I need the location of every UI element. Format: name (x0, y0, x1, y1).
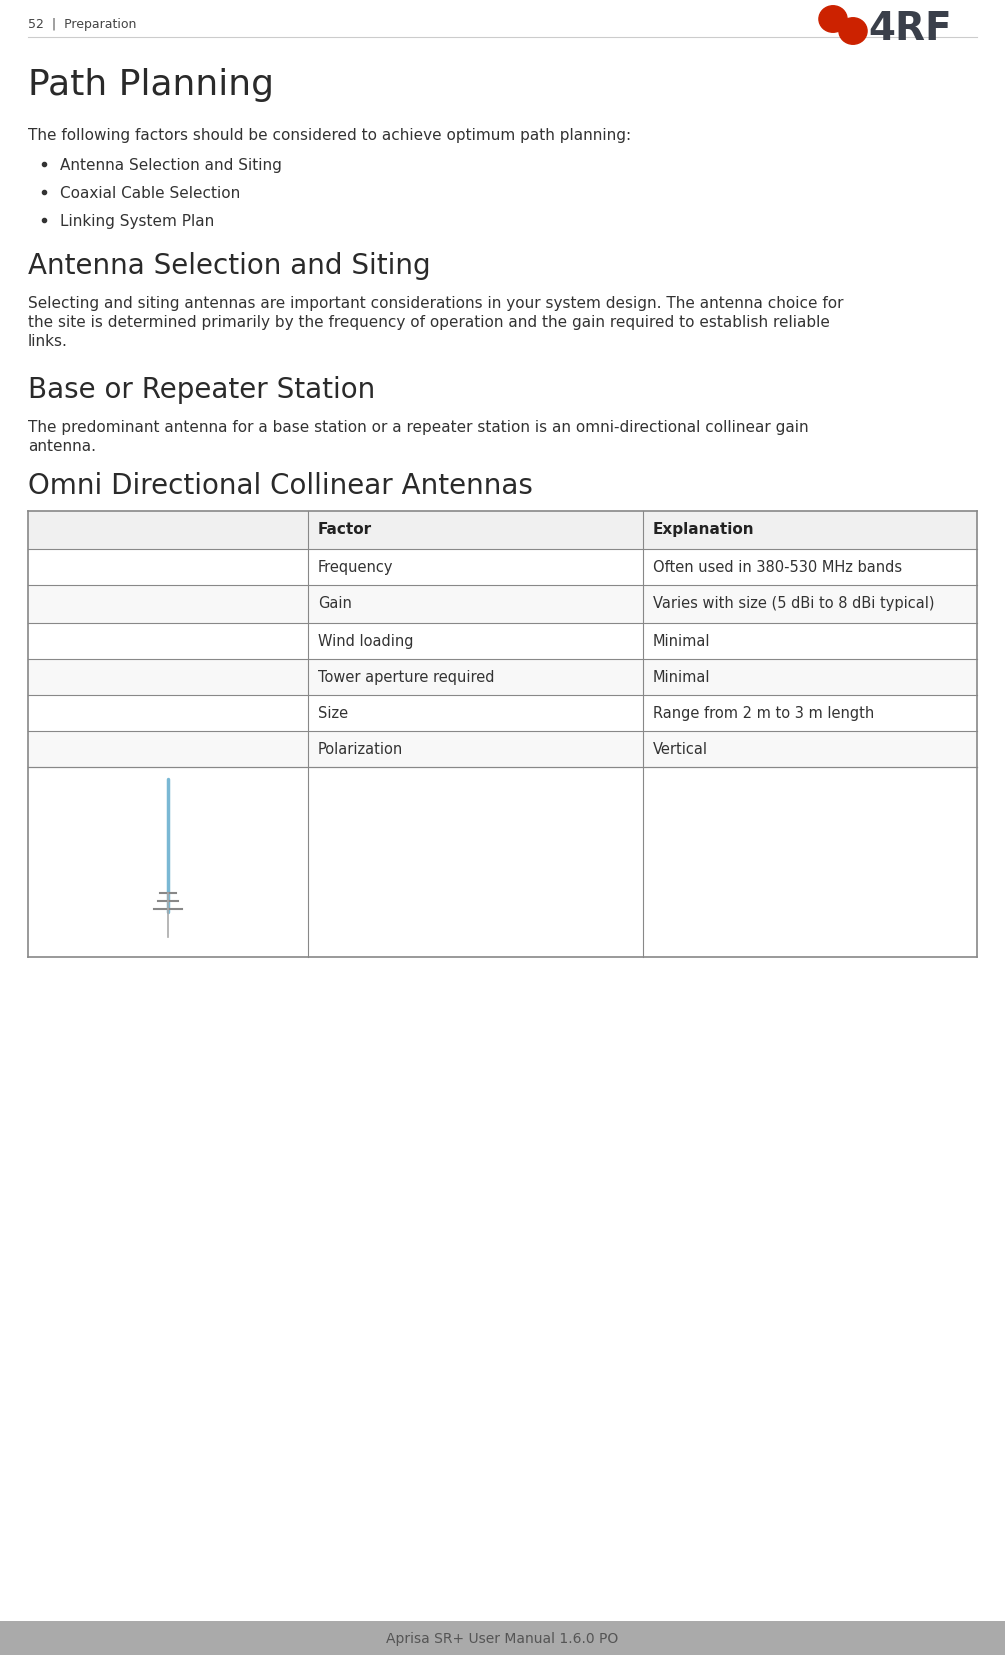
Text: Omni Directional Collinear Antennas: Omni Directional Collinear Antennas (28, 472, 533, 500)
Text: Base or Repeater Station: Base or Repeater Station (28, 376, 375, 404)
Ellipse shape (819, 7, 847, 33)
Text: Vertical: Vertical (653, 741, 708, 756)
Text: Selecting and siting antennas are important considerations in your system design: Selecting and siting antennas are import… (28, 296, 843, 311)
Bar (28, 586, 977, 624)
Text: Explanation: Explanation (653, 521, 755, 536)
Text: Factor: Factor (318, 521, 372, 536)
Text: 52  |  Preparation: 52 | Preparation (28, 18, 137, 31)
Bar (28, 695, 977, 732)
Text: Coaxial Cable Selection: Coaxial Cable Selection (60, 185, 240, 200)
Text: Minimal: Minimal (653, 670, 711, 685)
Text: Linking System Plan: Linking System Plan (60, 213, 214, 228)
Text: Aprisa SR+ User Manual 1.6.0 PO: Aprisa SR+ User Manual 1.6.0 PO (386, 1632, 619, 1645)
Text: The predominant antenna for a base station or a repeater station is an omni-dire: The predominant antenna for a base stati… (28, 420, 809, 435)
Text: Size: Size (318, 705, 348, 720)
Ellipse shape (839, 18, 867, 45)
Text: Varies with size (5 dBi to 8 dBi typical): Varies with size (5 dBi to 8 dBi typical… (653, 596, 935, 611)
Text: Antenna Selection and Siting: Antenna Selection and Siting (28, 252, 430, 280)
Text: Wind loading: Wind loading (318, 634, 413, 649)
Bar (0, 1620, 1005, 1655)
Bar (28, 732, 977, 768)
Text: the site is determined primarily by the frequency of operation and the gain requ: the site is determined primarily by the … (28, 314, 830, 329)
Text: 4RF: 4RF (868, 10, 952, 48)
Text: Antenna Selection and Siting: Antenna Selection and Siting (60, 157, 281, 172)
Text: Minimal: Minimal (653, 634, 711, 649)
Text: links.: links. (28, 334, 68, 349)
Text: Tower aperture required: Tower aperture required (318, 670, 494, 685)
Bar (28, 624, 977, 660)
Bar (28, 768, 977, 958)
Text: antenna.: antenna. (28, 439, 96, 453)
Text: Gain: Gain (318, 596, 352, 611)
Bar (28, 549, 977, 586)
Text: Often used in 380-530 MHz bands: Often used in 380-530 MHz bands (653, 559, 902, 574)
Text: Frequency: Frequency (318, 559, 394, 574)
Bar (28, 660, 977, 695)
Bar (28, 511, 977, 549)
Text: Path Planning: Path Planning (28, 68, 274, 103)
Text: Polarization: Polarization (318, 741, 403, 756)
Text: Range from 2 m to 3 m length: Range from 2 m to 3 m length (653, 705, 874, 720)
Text: The following factors should be considered to achieve optimum path planning:: The following factors should be consider… (28, 127, 631, 142)
